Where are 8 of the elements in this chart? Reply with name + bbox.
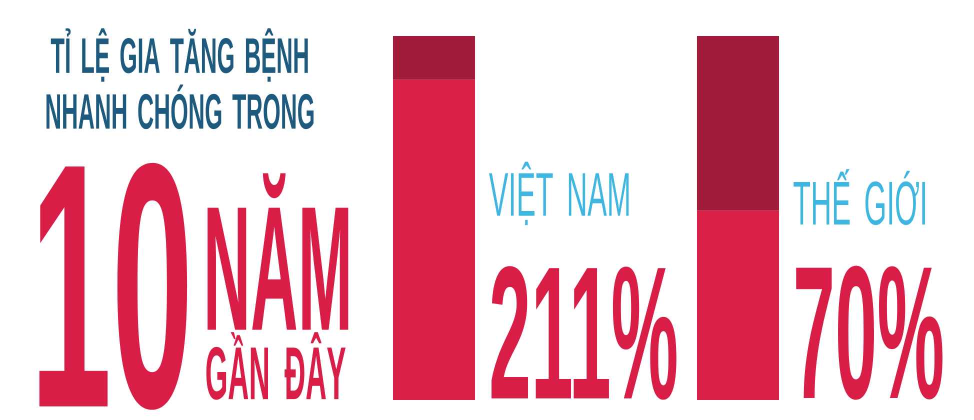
chart-title: TỈ LỆ GIA TĂNG BỆNH NHANH CHÓNG TRONG (46, 28, 314, 130)
x-tick-label: THẾ GIỚI (794, 169, 925, 226)
text: 10 (39, 162, 188, 410)
text: GẦN ĐÂY (206, 332, 346, 400)
x-tick-label: VIỆT NAM (489, 162, 629, 226)
annotation: 70% (796, 266, 942, 400)
annotation: 211% (492, 266, 676, 400)
text: NĂM (208, 173, 348, 330)
